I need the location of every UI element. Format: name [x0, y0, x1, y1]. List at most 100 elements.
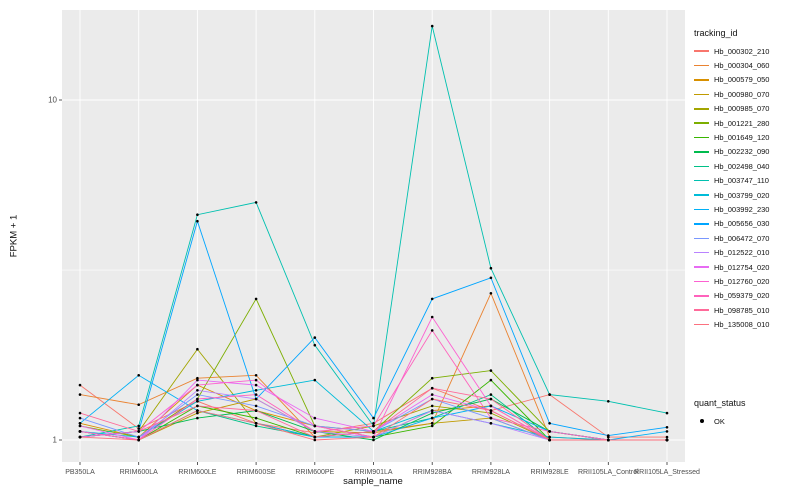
legend-item-label: Hb_098785_010 [714, 305, 770, 315]
legend-item-Hb_005656_030: Hb_005656_030 [694, 217, 800, 231]
data-point [78, 424, 82, 428]
data-point [548, 430, 551, 433]
legend-item-label: Hb_000985_070 [714, 104, 770, 114]
data-point [78, 383, 82, 387]
legend-item-Hb_000980_070: Hb_000980_070 [694, 87, 800, 101]
data-point [430, 411, 434, 415]
data-point [254, 389, 258, 392]
data-point [313, 378, 317, 382]
data-point [430, 386, 434, 390]
legend-item-Hb_000304_060: Hb_000304_060 [694, 58, 800, 72]
data-point [665, 430, 669, 433]
legend-key-line-icon [694, 174, 709, 187]
data-point [489, 404, 493, 408]
legend-item-Hb_135008_010: Hb_135008_010 [694, 317, 800, 331]
legend-key-line-icon [694, 246, 709, 259]
data-point [548, 422, 551, 425]
legend-key-line-icon [694, 189, 709, 202]
data-point [254, 393, 258, 396]
legend-item-Hb_000579_050: Hb_000579_050 [694, 73, 800, 87]
data-point [137, 438, 140, 442]
data-point [196, 400, 199, 403]
data-point [489, 292, 493, 295]
x-tick-label: RRII105LA_Stressed [634, 469, 700, 476]
data-point [254, 424, 258, 428]
data-point [372, 435, 375, 439]
data-point [196, 347, 199, 351]
legend-item-Hb_098785_010: Hb_098785_010 [694, 303, 800, 317]
x-tick-label: RRIM928BA [413, 469, 452, 476]
data-point [313, 416, 317, 420]
data-point [430, 422, 434, 425]
legend-item-label: Hb_002232_090 [714, 147, 770, 157]
legend-item-Hb_012760_020: Hb_012760_020 [694, 274, 800, 288]
legend-item-label: Hb_003992_230 [714, 204, 770, 214]
legend-item-label: Hb_003747_110 [714, 176, 769, 186]
data-point [313, 435, 317, 439]
legend-item-label: Hb_012522_010 [714, 248, 770, 258]
data-point [137, 427, 140, 430]
legend-item-Hb_001649_120: Hb_001649_120 [694, 130, 800, 144]
data-point [607, 438, 610, 442]
legend-item-Hb_000985_070: Hb_000985_070 [694, 102, 800, 116]
legend-key-line-icon [694, 261, 709, 274]
data-point [489, 378, 493, 382]
legend-item-Hb_002232_090: Hb_002232_090 [694, 145, 800, 159]
legend-key-line-icon [694, 145, 709, 158]
legend-item-label: Hb_000579_050 [714, 75, 770, 85]
y-tick-label: 10 [48, 96, 57, 105]
legend-item-label: Hb_012754_020 [714, 262, 770, 272]
data-point [430, 297, 434, 301]
legend-item-Hb_001221_280: Hb_001221_280 [694, 116, 800, 130]
data-point [137, 374, 140, 377]
legend-item-OK: OK [694, 414, 800, 428]
data-point [196, 397, 199, 401]
data-point [430, 329, 434, 332]
data-point [313, 336, 317, 339]
data-point [430, 397, 434, 401]
data-point [548, 393, 551, 396]
legend-item-label: OK [714, 416, 725, 426]
legend-item-label: Hb_001221_280 [714, 118, 770, 128]
legend-key-line-icon [694, 203, 709, 216]
x-tick-label: RRIM600SE [237, 469, 276, 476]
legend-title-tracking-id: tracking_id [694, 28, 738, 38]
data-point [430, 24, 434, 28]
data-point [78, 435, 82, 439]
data-point [78, 393, 82, 396]
data-point [489, 276, 493, 280]
legend-key-line-icon [694, 88, 709, 101]
data-point [254, 374, 258, 377]
data-point [430, 416, 434, 420]
x-axis-title: sample_name [343, 476, 403, 487]
data-point [372, 438, 375, 442]
legend-key-point-icon [694, 415, 709, 428]
data-point [254, 422, 258, 425]
legend-item-label: Hb_000302_210 [714, 46, 770, 56]
data-point [196, 389, 199, 392]
y-axis-title: FPKM + 1 [8, 214, 20, 258]
data-point [489, 416, 493, 420]
data-point [254, 409, 258, 412]
data-point [254, 297, 258, 301]
data-point [78, 422, 82, 425]
legend-key-line-icon [694, 45, 709, 58]
legend-item-label: Hb_006472_070 [714, 233, 770, 243]
x-tick-label: RRIM928LE [531, 469, 569, 476]
data-point [665, 426, 669, 429]
legend-key-line-icon [694, 318, 709, 331]
legend-item-label: Hb_000304_060 [714, 61, 770, 71]
x-tick-label: PB350LA [65, 469, 95, 476]
legend-item-label: Hb_059379_020 [714, 291, 770, 301]
legend-item-label: Hb_000980_070 [714, 89, 770, 99]
data-point [254, 397, 258, 401]
legend-item-Hb_003799_020: Hb_003799_020 [694, 188, 800, 202]
data-point [489, 393, 493, 396]
data-point [372, 422, 375, 425]
data-point [137, 424, 140, 428]
x-tick-label: RRIM928LA [472, 469, 510, 476]
legend-item-Hb_000302_210: Hb_000302_210 [694, 44, 800, 58]
data-point [430, 424, 434, 428]
data-point [489, 266, 493, 270]
data-point [196, 383, 199, 387]
